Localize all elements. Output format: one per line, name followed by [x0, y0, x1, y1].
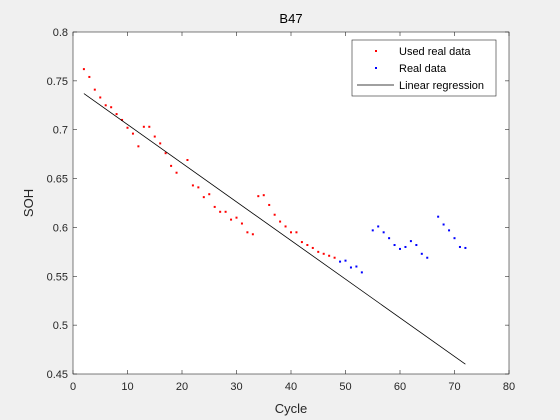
used-data-point [126, 126, 129, 129]
used-data-point [104, 104, 107, 107]
x-tick-label: 80 [503, 381, 515, 393]
used-data-point [191, 184, 194, 187]
y-tick-label: 0.7 [53, 125, 68, 137]
y-tick-label: 0.65 [47, 174, 68, 186]
real-data-point [371, 229, 374, 232]
used-data-point [311, 246, 314, 249]
x-tick-label: 10 [121, 381, 133, 393]
used-data-point [142, 125, 145, 128]
legend-label: Used real data [399, 46, 471, 58]
real-data-point [426, 256, 429, 259]
used-data-point [328, 254, 331, 257]
used-data-point [153, 135, 156, 138]
used-data-point [88, 75, 91, 78]
legend-marker [375, 50, 377, 52]
used-data-point [186, 159, 189, 162]
used-data-point [110, 106, 113, 109]
x-tick-label: 70 [448, 381, 460, 393]
used-data-point [202, 196, 205, 199]
used-data-point [300, 241, 303, 244]
used-data-point [284, 225, 287, 228]
y-tick-label: 0.5 [53, 320, 68, 332]
plot-marks [82, 68, 467, 365]
used-data-point [322, 252, 325, 255]
real-data-point [339, 260, 342, 263]
used-data-point [121, 118, 124, 121]
legend: Used real data Real data Linear regression [351, 39, 497, 97]
used-data-point [279, 220, 282, 223]
axes-frame [72, 31, 510, 375]
used-data-point [159, 142, 162, 145]
used-data-point [295, 231, 298, 234]
y-tick-label: 0.45 [47, 369, 68, 381]
used-data-point [170, 164, 173, 167]
legend-label: Real data [399, 63, 447, 75]
x-tick-label: 40 [285, 381, 297, 393]
real-data-point [382, 231, 385, 234]
y-tick-label: 0.8 [53, 27, 68, 39]
x-axis-label: Cycle [275, 401, 308, 416]
used-data-point [273, 213, 276, 216]
used-data-point [137, 145, 140, 148]
used-data-point [290, 231, 292, 234]
used-data-point [208, 193, 211, 196]
legend-label: Linear regression [399, 80, 484, 92]
used-data-point [251, 233, 254, 236]
used-data-point [246, 231, 249, 234]
real-data-point [448, 229, 451, 232]
used-data-point [115, 113, 118, 116]
real-data-point [377, 225, 380, 228]
used-data-point [333, 256, 336, 259]
x-tick-label: 30 [230, 381, 242, 393]
y-tick-label: 0.75 [47, 76, 68, 88]
real-data-point [415, 244, 418, 247]
used-data-point [99, 96, 102, 99]
used-data-point [235, 216, 238, 219]
used-data-point [197, 186, 200, 189]
used-data-point [240, 222, 243, 225]
used-data-point [268, 203, 271, 206]
used-data-point [148, 125, 151, 128]
used-data-point [131, 132, 134, 135]
x-tick-label: 0 [70, 381, 76, 393]
real-data-point [420, 252, 423, 255]
used-data-point [317, 250, 320, 253]
real-data-point [344, 259, 347, 262]
y-tick-label: 0.55 [47, 271, 68, 283]
real-data-point [360, 271, 363, 274]
used-data-point [82, 68, 85, 71]
real-data-point [409, 240, 412, 243]
used-data-point [93, 88, 96, 91]
real-data-point [404, 245, 407, 248]
real-data-point [399, 247, 401, 250]
real-data-point [458, 245, 461, 248]
real-data-point [355, 265, 358, 268]
real-data-point [453, 237, 456, 240]
used-data-point [230, 218, 233, 221]
used-data-point [164, 152, 167, 155]
real-data-point [464, 246, 467, 249]
legend-marker [375, 67, 377, 69]
used-data-point [306, 244, 309, 247]
used-data-point [262, 194, 265, 197]
used-data-point [257, 195, 260, 198]
used-data-point [175, 171, 178, 174]
used-data-point [224, 210, 227, 213]
real-data-point [442, 223, 445, 226]
chart-title: B47 [279, 11, 302, 26]
x-tick-label: 20 [176, 381, 188, 393]
real-data-point [437, 215, 440, 218]
used-data-point [219, 210, 222, 213]
y-tick-label: 0.6 [53, 222, 68, 234]
real-data-point [393, 244, 396, 247]
x-tick-label: 60 [394, 381, 406, 393]
real-data-point [349, 266, 352, 269]
real-data-point [388, 237, 391, 240]
used-data-point [213, 205, 216, 208]
y-axis-label: SOH [21, 189, 36, 217]
axis-ticks: 0 10 20 30 40 50 60 70 80 0.45 0.5 0.55 0.6 0.65 0.7 0.… [47, 27, 516, 393]
x-tick-label: 50 [339, 381, 351, 393]
regression-line [83, 93, 466, 365]
